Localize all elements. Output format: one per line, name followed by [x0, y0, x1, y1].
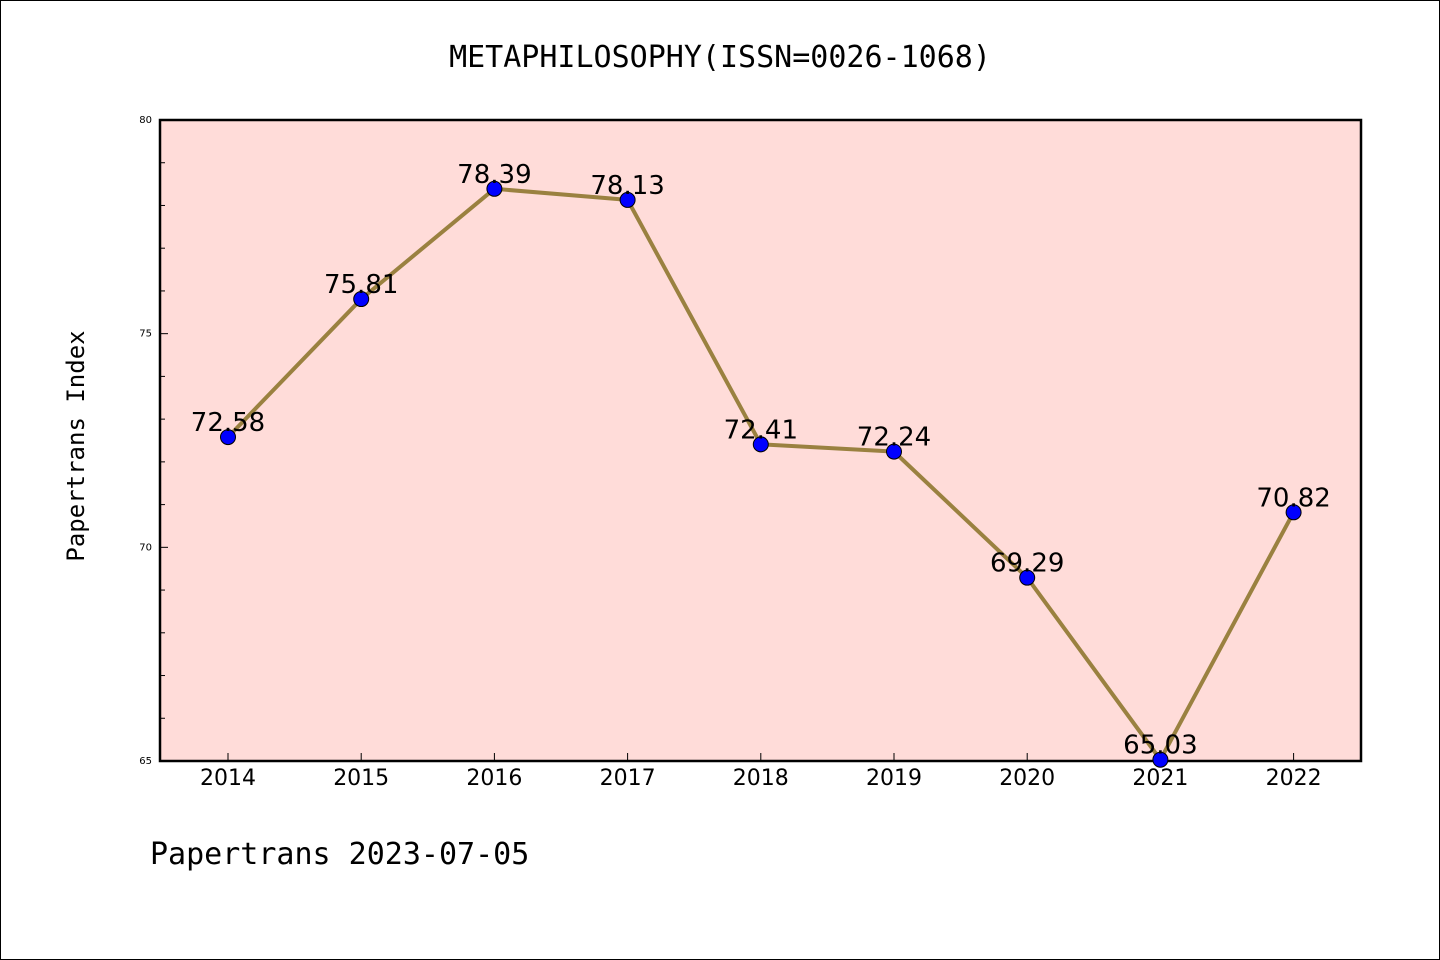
x-tick-label: 2014: [200, 766, 256, 791]
data-label: 72.41: [724, 415, 798, 445]
x-tick-label: 2022: [1266, 766, 1322, 791]
data-point: [353, 291, 370, 308]
x-tick-label: 2015: [333, 766, 389, 791]
y-axis: 65 70 75 80: [139, 115, 168, 767]
y-tick-label: 70: [139, 542, 152, 553]
series-layer: [220, 180, 1302, 768]
data-point: [486, 180, 503, 197]
data-label-layer: 72.58 75.81 78.39 78.13 72.41 72.24 69.29 65.03…: [191, 160, 1331, 761]
x-tick-label: 2020: [999, 766, 1055, 791]
x-tick-label: 2018: [733, 766, 789, 791]
data-label: 78.13: [590, 171, 664, 201]
data-label: 75.81: [324, 270, 398, 300]
data-point: [619, 191, 636, 208]
y-axis-label: Papertrans Index: [62, 330, 90, 561]
chart-title: METAPHILOSOPHY(ISSN=0026-1068): [449, 40, 991, 75]
data-label: 65.03: [1123, 731, 1197, 761]
data-label: 72.24: [857, 423, 931, 453]
x-tick-label: 2021: [1132, 766, 1188, 791]
data-label: 70.82: [1256, 483, 1330, 513]
x-axis: 2014 2015 2016 2017 2018 2019 2020 2021 2022: [200, 753, 1322, 791]
data-point: [1285, 504, 1302, 521]
data-point: [886, 443, 902, 460]
data-point: [1152, 751, 1169, 768]
data-label: 69.29: [990, 549, 1064, 579]
y-tick-label: 65: [139, 756, 152, 767]
x-tick-label: 2019: [866, 766, 922, 791]
x-tick-label: 2016: [466, 766, 522, 791]
data-point: [1019, 569, 1036, 586]
data-label: 72.58: [191, 408, 265, 438]
footer-text: Papertrans 2023-07-05: [150, 837, 529, 872]
data-point: [752, 436, 769, 453]
y-tick-label: 75: [139, 329, 152, 340]
y-tick-label: 80: [139, 115, 152, 126]
data-label: 78.39: [457, 160, 531, 190]
data-point: [220, 429, 236, 446]
x-tick-label: 2017: [600, 766, 656, 791]
